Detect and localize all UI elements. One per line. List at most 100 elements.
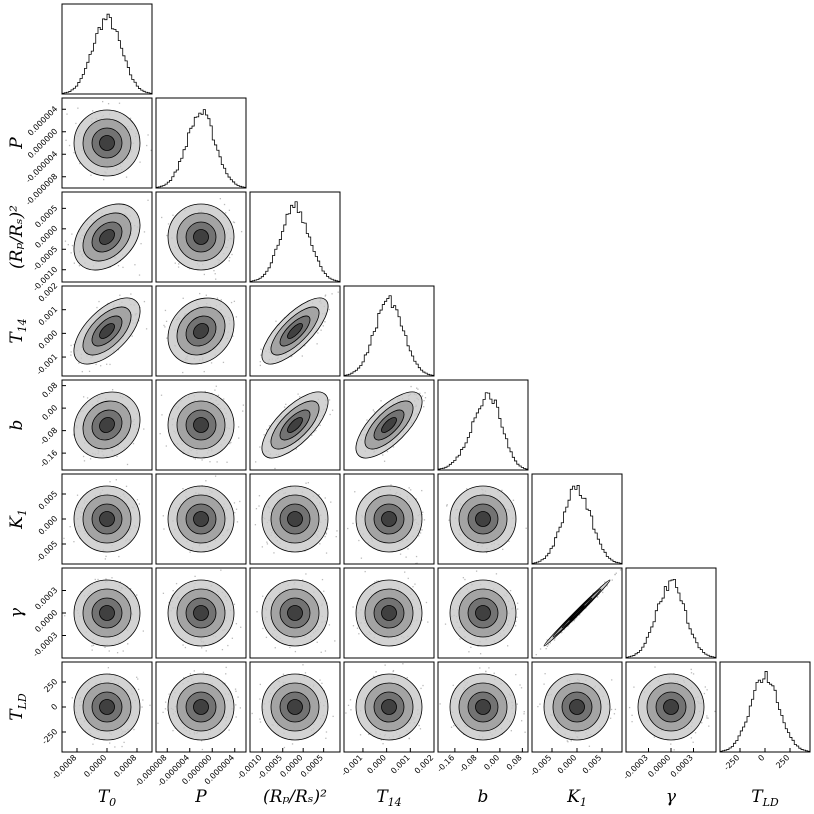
- sample-point: [285, 403, 287, 405]
- sample-point: [302, 579, 304, 581]
- sample-point: [172, 589, 174, 592]
- sample-point: [374, 581, 376, 583]
- sample-point: [470, 646, 472, 648]
- panel-frame: [343, 285, 435, 377]
- sample-point: [121, 745, 123, 748]
- y-tick-label: 0.005: [37, 489, 60, 512]
- density-contour: [99, 605, 115, 621]
- sample-point: [92, 743, 94, 745]
- sample-point: [304, 344, 306, 347]
- panel: [61, 473, 153, 565]
- sample-point: [360, 557, 363, 559]
- sample-point: [78, 362, 80, 364]
- sample-point: [117, 348, 120, 351]
- panel-frame: [155, 191, 247, 283]
- y-tick-label: 0.0003: [33, 586, 59, 612]
- sample-point: [116, 652, 119, 654]
- sample-point: [217, 394, 220, 396]
- sample-point: [73, 151, 75, 154]
- sample-point: [331, 409, 334, 411]
- sample-point: [352, 625, 355, 627]
- panel-frame: [249, 191, 341, 283]
- y-tick-label: 0.00: [40, 403, 59, 422]
- sample-point: [161, 414, 163, 416]
- sample-point: [189, 551, 191, 553]
- sample-point: [462, 577, 465, 579]
- panel-frame: [343, 567, 435, 659]
- sample-point: [275, 320, 277, 322]
- panel: [249, 567, 341, 659]
- sample-point: [305, 482, 307, 484]
- sample-point: [468, 651, 470, 653]
- sample-point: [216, 297, 219, 299]
- sample-point: [161, 216, 163, 219]
- sample-point: [80, 591, 82, 593]
- panel: [155, 285, 247, 377]
- sample-point: [123, 741, 125, 744]
- sample-point: [70, 351, 72, 353]
- sample-point: [421, 395, 424, 397]
- panel: [625, 567, 717, 659]
- sample-point: [383, 460, 386, 462]
- sample-point: [399, 553, 402, 555]
- y-tick-label: -0.0003: [31, 631, 59, 659]
- sample-point: [171, 594, 174, 597]
- sample-point: [119, 294, 121, 296]
- sample-point: [118, 102, 121, 104]
- sample-point: [178, 263, 180, 265]
- panel-frame: [249, 285, 341, 377]
- sample-point: [136, 499, 139, 501]
- histogram: [625, 578, 717, 658]
- sample-point: [535, 653, 537, 656]
- sample-point: [188, 267, 191, 270]
- sample-point: [259, 446, 261, 448]
- sample-point: [201, 459, 203, 461]
- sample-point: [549, 642, 551, 644]
- sample-point: [78, 265, 81, 267]
- sample-point: [573, 620, 575, 622]
- sample-point: [228, 209, 231, 211]
- sample-point: [515, 620, 517, 623]
- sample-point: [259, 364, 261, 367]
- sample-point: [102, 100, 104, 103]
- sample-point: [140, 243, 142, 245]
- sample-point: [142, 630, 144, 632]
- sample-point: [220, 569, 222, 571]
- sample-point: [141, 706, 143, 708]
- sample-point: [182, 297, 184, 299]
- sample-point: [604, 581, 606, 583]
- sample-point: [73, 343, 75, 346]
- sample-point: [364, 570, 366, 573]
- sample-point: [229, 256, 231, 259]
- density-contour: [381, 511, 397, 527]
- sample-point: [214, 475, 217, 477]
- sample-point: [419, 392, 421, 394]
- y-tick-label: 0.001: [37, 305, 60, 328]
- sample-point: [421, 513, 423, 516]
- sample-point: [109, 363, 111, 366]
- sample-point: [294, 650, 297, 653]
- sample-point: [165, 445, 167, 447]
- sample-point: [356, 627, 359, 629]
- y-tick-label: 0.000: [37, 514, 60, 537]
- y-tick-label: -0.16: [38, 448, 59, 469]
- panel-frame: [249, 567, 341, 659]
- sample-point: [325, 552, 328, 554]
- sample-point: [574, 618, 576, 620]
- panel: [437, 473, 529, 565]
- sample-point: [477, 645, 479, 647]
- sample-point: [606, 585, 608, 587]
- sample-point: [324, 321, 326, 323]
- sample-point: [265, 636, 268, 639]
- sample-point: [94, 578, 96, 581]
- sample-point: [575, 616, 578, 619]
- sample-point: [104, 558, 107, 560]
- sample-point: [118, 555, 120, 558]
- sample-point: [100, 365, 102, 367]
- sample-point: [459, 638, 461, 640]
- sample-point: [425, 601, 428, 604]
- sample-point: [324, 535, 326, 538]
- sample-point: [514, 625, 517, 627]
- sample-point: [73, 541, 75, 543]
- sample-point: [240, 626, 242, 628]
